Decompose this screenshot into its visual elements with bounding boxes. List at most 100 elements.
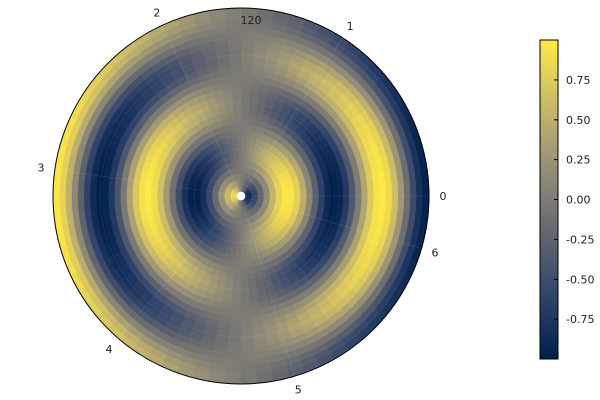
heatmap-cell [306,189,314,197]
heatmap-cell [240,105,250,113]
heatmap-cell [342,185,350,197]
heatmap-cell [403,180,411,197]
heatmap-cell [58,195,67,213]
heatmap-cell [180,190,188,197]
heatmap-cell [83,181,91,197]
heatmap-cell [299,200,307,208]
colorbar-tick-label: -0.75 [566,313,594,326]
heatmap-cell [281,195,289,201]
heatmap-cell [318,188,326,197]
heatmap-cell [240,117,249,125]
heatmap-cell [245,130,253,138]
heatmap-cell [240,148,246,156]
heatmap-cell [89,195,97,210]
heatmap-cell [240,273,249,281]
heatmap-cell [240,50,254,58]
heatmap-cell [300,195,308,203]
heatmap-cell [385,195,393,210]
heatmap-cell [233,111,242,119]
heatmap-cell [234,255,242,263]
heatmap-cell [240,285,250,293]
heatmap-cell [64,195,73,212]
heatmap-cell [227,340,242,348]
heatmap-cell [230,248,237,256]
heatmap-cell [226,352,242,360]
heatmap-cell [228,260,236,268]
heatmap-cell [95,195,103,210]
heatmap-cell [132,195,140,207]
heatmap-cell [312,195,320,204]
heatmap-cell [287,195,295,201]
heatmap-cell [237,230,242,238]
angle-gridline [117,195,242,339]
angle-tick-label: 4 [106,343,113,356]
heatmap-cell [240,303,252,311]
heatmap-cell [240,166,244,174]
angle-tick-label: 2 [153,6,160,19]
heatmap-cell [240,352,256,360]
heatmap-cell [415,179,424,197]
heatmap-cell [240,334,255,342]
heatmap-cell [240,81,252,89]
heatmap-cell [238,218,242,226]
heatmap-cell [318,195,326,204]
heatmap-cell [409,180,418,197]
heatmap-cell [415,195,424,213]
heatmap-cell [230,81,242,89]
heatmap-cell [162,195,170,204]
heatmap-cell [229,316,242,324]
angle-tick-label: 1 [347,20,354,33]
heatmap-cell [240,267,249,275]
heatmap-cell [156,188,164,197]
heatmap-cell [144,187,152,197]
heatmap-cell [245,136,252,144]
heatmap-cell [240,358,257,366]
angle-gridline [240,195,295,377]
heatmap-cell [226,346,242,354]
heatmap-cell [240,309,253,318]
heatmap-cell [269,195,277,200]
heatmap-cell [77,195,85,211]
heatmap-cell [229,68,242,77]
angle-tick-label: 5 [295,384,302,397]
heatmap-cell [240,291,251,299]
radial-tick-label: 120 [241,14,262,27]
polar-grid [54,24,429,377]
heatmap-cell [397,195,405,211]
heatmap-cell [240,26,257,34]
heatmap-cell [225,26,242,34]
heatmap-cell [168,189,176,197]
heatmap-cell [169,183,177,191]
heatmap-cell [330,195,338,205]
heatmap-cell [240,56,254,64]
heatmap-cell [71,195,79,212]
heatmap-cell [236,242,242,250]
heatmap-cell [240,111,249,119]
heatmap-cell [237,224,242,232]
heatmap-cell [226,32,242,40]
angle-gridline [240,195,422,249]
heatmap-cell [232,279,242,287]
heatmap-cell [336,195,344,206]
heatmap-cell [126,185,134,197]
heatmap-cell [240,328,254,336]
colorbar-tick-label: 0.75 [566,74,591,87]
heatmap-cell [156,195,164,204]
heatmap-cell [205,192,213,197]
angle-tick-label: 0 [440,190,447,203]
heatmap-cell [306,195,314,203]
heatmap-cell [240,99,250,107]
heatmap-cell [231,297,242,305]
colorbar-tick-label: -0.25 [566,233,594,246]
heatmap-cell [113,195,122,208]
heatmap-cell [226,38,242,46]
heatmap-cell [227,50,242,58]
heatmap-cell [409,195,418,212]
heatmap-cell [232,285,242,293]
angle-gridline [54,169,242,197]
heatmap-cell [119,185,128,197]
heatmap-cell [373,195,381,209]
heatmap-cell [240,44,255,52]
heatmap-cell [227,44,242,52]
heatmap-cell [229,74,242,83]
